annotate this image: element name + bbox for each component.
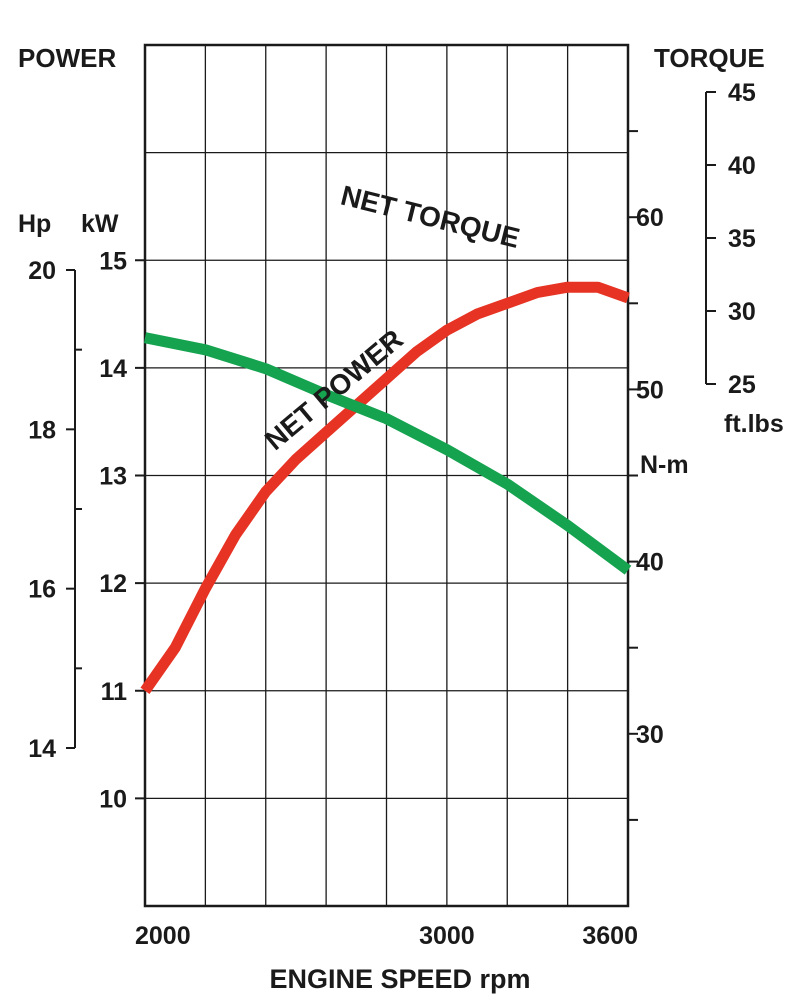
axes: 10 11 12 13 14 15 14 16 18 20 30 40 50 60 25 30 35 40 45 20… [28, 79, 756, 950]
x-tick-label: 3000 [419, 922, 475, 950]
nm-tick-label: 40 [636, 549, 664, 577]
series [140, 281, 632, 694]
kw-axis-label: kW [81, 210, 119, 238]
x-tick-label: 3600 [582, 922, 638, 950]
labels: POWER TORQUE Hp kW N-m ft.lbs ENGINE SPE… [18, 43, 784, 994]
nm-tick-label: 30 [636, 721, 664, 749]
net-torque-line [143, 332, 632, 575]
left-title: POWER [18, 43, 116, 73]
grid [143, 43, 630, 908]
kw-tick-label: 14 [99, 355, 127, 383]
ftlbs-axis-label: ft.lbs [724, 410, 784, 438]
ftlbs-tick-label: 45 [728, 79, 756, 107]
ftlbs-tick-label: 25 [728, 371, 756, 399]
ftlbs-tick-label: 40 [728, 152, 756, 180]
net-torque-label: NET TORQUE [338, 180, 523, 254]
right-title: TORQUE [654, 43, 765, 73]
ftlbs-tick-label: 30 [728, 298, 756, 326]
kw-tick-label: 13 [99, 463, 127, 491]
nm-tick-label: 60 [636, 204, 664, 232]
x-tick-label: 2000 [135, 922, 191, 950]
hp-axis-label: Hp [18, 210, 51, 238]
ftlbs-tick-label: 35 [728, 225, 756, 253]
kw-tick-label: 12 [99, 570, 127, 598]
kw-tick-label: 10 [99, 785, 127, 813]
net-power-line [140, 281, 630, 694]
nm-tick-label: 50 [636, 376, 664, 404]
kw-tick-label: 11 [101, 678, 128, 706]
x-axis-label: ENGINE SPEED rpm [269, 964, 530, 994]
hp-tick-label: 20 [28, 257, 56, 285]
hp-tick-label: 16 [28, 576, 56, 604]
kw-tick-label: 15 [99, 247, 127, 275]
hp-tick-label: 14 [28, 735, 56, 763]
hp-tick-label: 18 [28, 416, 56, 444]
nm-axis-label: N-m [640, 451, 689, 479]
